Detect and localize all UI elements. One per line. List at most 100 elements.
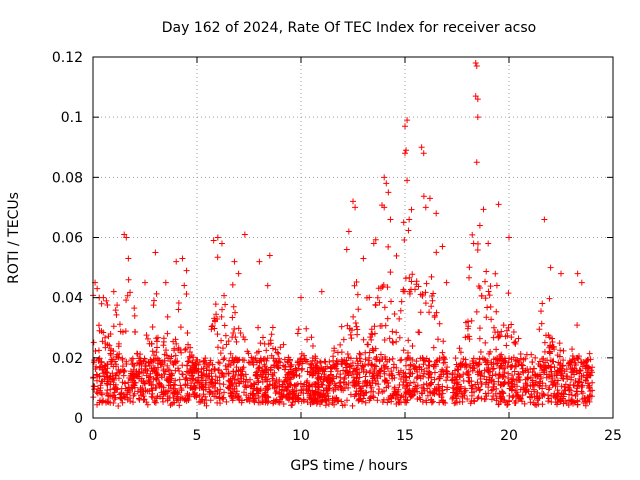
data-point [315,370,322,377]
data-point [297,380,304,387]
data-point [436,375,443,382]
data-point [182,345,189,352]
data-point [463,363,470,370]
data-point [256,358,263,365]
data-point [519,392,526,399]
data-point [420,193,427,200]
data-point [381,304,388,311]
data-point [276,355,283,362]
data-point [563,400,570,407]
data-point [554,387,561,394]
data-point [161,357,168,364]
data-point [394,392,401,399]
data-point [325,396,332,403]
data-point [451,380,458,387]
data-point [170,389,177,396]
data-point [475,394,482,401]
data-point [235,367,242,374]
data-point [568,358,575,365]
data-point [586,396,593,403]
peak-point [218,240,225,247]
data-point [586,384,593,391]
data-point [506,392,513,399]
data-point [541,392,548,399]
data-point [178,387,185,394]
data-point [493,397,500,404]
data-point [289,401,296,408]
data-point [470,355,477,362]
data-point [220,395,227,402]
data-point [184,358,191,365]
data-point [261,355,268,362]
data-point [220,381,227,388]
data-point [286,370,293,377]
data-point [326,358,333,365]
data-point [306,382,313,389]
peak-point [266,252,273,259]
data-point [199,377,206,384]
data-point [419,291,426,298]
data-point [164,396,171,403]
data-point [308,334,315,341]
data-point [498,395,505,402]
data-point [551,390,558,397]
data-point [356,396,363,403]
data-point [129,370,136,377]
data-point [508,334,515,341]
data-point [421,370,428,377]
data-point [503,342,510,349]
data-point [476,356,483,363]
data-point [209,376,216,383]
data-point [565,391,572,398]
data-point [295,398,302,405]
data-point [573,369,580,376]
data-point [416,329,423,336]
data-point [556,340,563,347]
data-point [191,390,198,397]
data-point [546,344,553,351]
data-point [474,379,481,386]
data-point [397,357,404,364]
data-point [214,331,221,338]
data-point [245,394,252,401]
data-point [248,382,255,389]
data-point [243,384,250,391]
peak-point [173,258,180,265]
data-point [241,336,248,343]
data-point [426,309,433,316]
data-point [497,393,504,400]
data-point [560,375,567,382]
data-point [152,375,159,382]
data-point [139,391,146,398]
data-point [287,381,294,388]
data-point [559,363,566,370]
data-point [513,363,520,370]
data-point [212,373,219,380]
peak-point [383,180,390,187]
data-point [181,282,188,289]
data-point [231,326,238,333]
data-point [356,350,363,357]
data-point [507,364,514,371]
data-point [549,382,556,389]
data-point [148,385,155,392]
data-point [529,369,536,376]
data-point [334,349,341,356]
data-point [483,314,490,321]
data-point [221,355,228,362]
data-point [135,395,142,402]
data-point [545,363,552,370]
data-point [387,269,394,276]
peak-point [541,216,548,223]
data-point [457,349,464,356]
data-point [214,399,221,406]
data-point [115,402,122,409]
data-point [374,397,381,404]
peak-point [110,288,117,295]
data-point [194,379,201,386]
data-point [472,359,479,366]
data-point [150,302,157,309]
data-point [387,393,394,400]
data-point [374,294,381,301]
data-point [566,357,573,364]
